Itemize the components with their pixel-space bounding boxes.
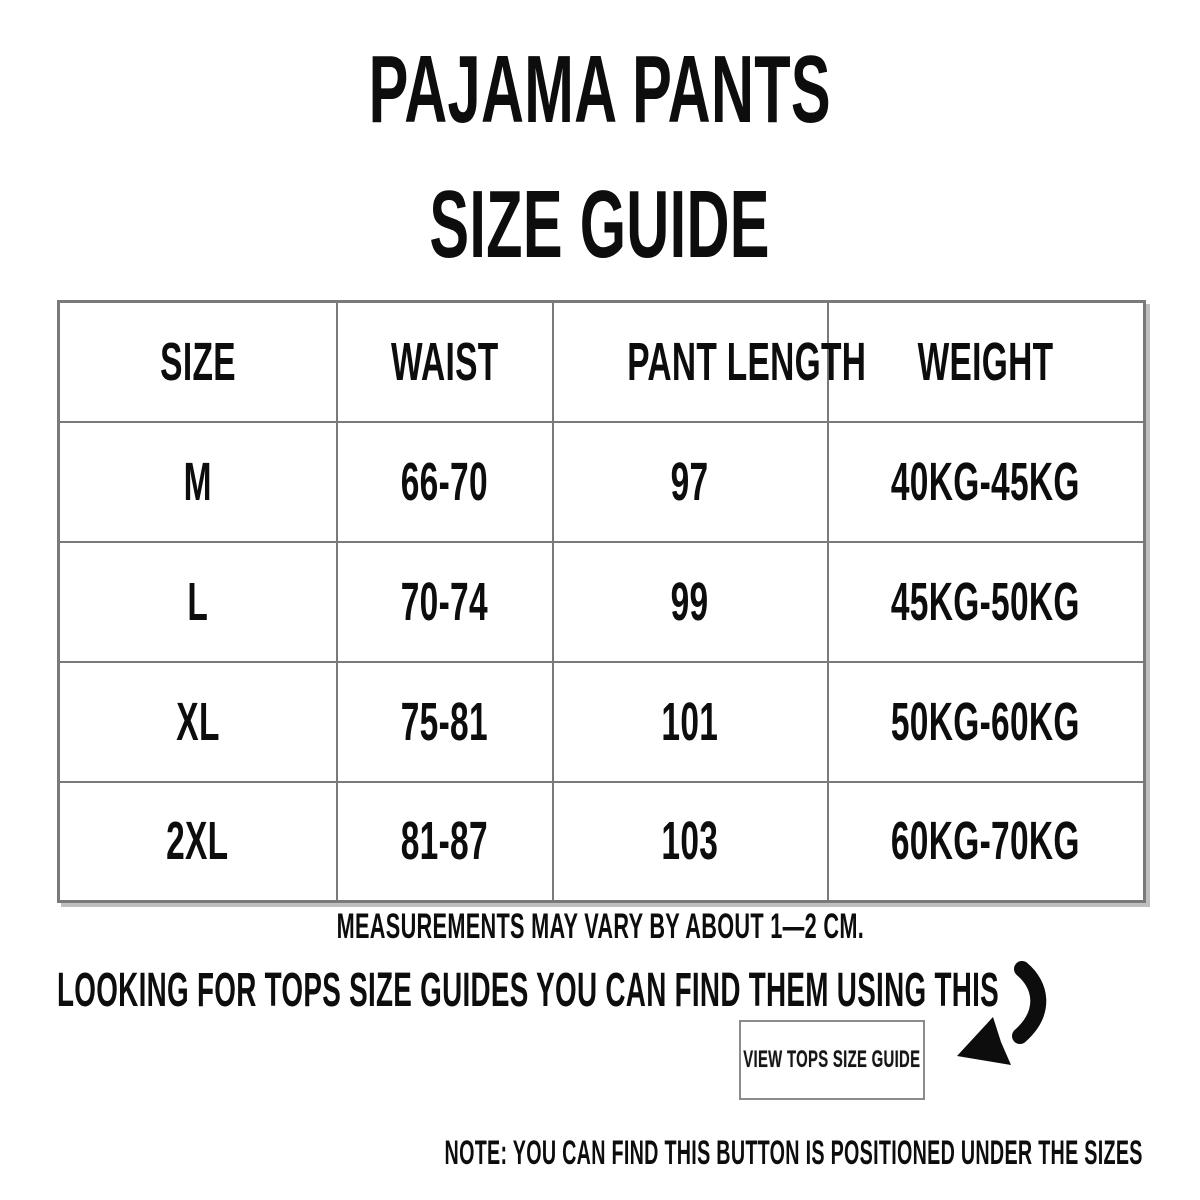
weight-cell: 60KG-70KG: [826, 780, 1146, 903]
page-title: PAJAMA PANTS: [0, 42, 1200, 138]
size-table: SIZE WAIST PANT LENGTH WEIGHT M 66-70 97…: [57, 300, 1146, 903]
table-row: 2XL 81-87 103 60KG-70KG: [57, 780, 1146, 903]
weight-value: 40KG-45KG: [891, 451, 1081, 512]
size-cell: 2XL: [57, 780, 338, 903]
table-row: L 70-74 99 45KG-50KG: [57, 540, 1146, 663]
waist-cell: 81-87: [335, 780, 554, 903]
pant-length-cell: 101: [551, 660, 829, 783]
table-row: XL 75-81 101 50KG-60KG: [57, 660, 1146, 783]
pant-length-value: 103: [661, 811, 719, 872]
table-row: M 66-70 97 40KG-45KG: [57, 420, 1146, 543]
waist-cell: 70-74: [335, 540, 554, 663]
pant-length-value: 101: [661, 691, 719, 752]
pant-length-cell: 97: [551, 420, 829, 543]
size-value: 2XL: [166, 811, 229, 872]
column-header-weight-label: WEIGHT: [917, 331, 1054, 392]
size-value: M: [183, 451, 212, 512]
size-cell: XL: [57, 660, 338, 783]
size-cell: L: [57, 540, 338, 663]
pant-length-cell: 99: [551, 540, 829, 663]
size-cell: M: [57, 420, 338, 543]
measurement-variance-note-text: MEASUREMENTS MAY VARY BY ABOUT 1—2 CM.: [336, 907, 864, 946]
weight-cell: 40KG-45KG: [826, 420, 1146, 543]
column-header-waist: WAIST: [335, 300, 554, 423]
page-subtitle: SIZE GUIDE: [0, 177, 1200, 273]
tops-size-guide-note-text: LOOKING FOR TOPS SIZE GUIDES YOU CAN FIN…: [57, 964, 1000, 1017]
weight-cell: 50KG-60KG: [826, 660, 1146, 783]
weight-value: 45KG-50KG: [891, 571, 1081, 632]
size-value: XL: [176, 691, 220, 752]
weight-value: 60KG-70KG: [891, 811, 1081, 872]
column-header-size-label: SIZE: [159, 331, 236, 392]
curved-arrow-down-left-icon: [957, 961, 1047, 1065]
waist-cell: 66-70: [335, 420, 554, 543]
column-header-pant-length-label: PANT LENGTH: [626, 331, 866, 392]
size-value: L: [187, 571, 209, 632]
waist-value: 66-70: [400, 451, 489, 512]
pant-length-cell: 103: [551, 780, 829, 903]
weight-cell: 45KG-50KG: [826, 540, 1146, 663]
waist-value: 75-81: [400, 691, 489, 752]
tops-size-guide-note: LOOKING FOR TOPS SIZE GUIDES YOU CAN FIN…: [57, 967, 1200, 1015]
pant-length-value: 97: [671, 451, 709, 512]
waist-value: 70-74: [400, 571, 489, 632]
waist-value: 81-87: [400, 811, 489, 872]
view-tops-size-guide-button[interactable]: VIEW TOPS SIZE GUIDE: [739, 1020, 925, 1100]
button-position-note-text: NOTE: YOU CAN FIND THIS BUTTON IS POSITI…: [444, 1134, 1143, 1172]
weight-value: 50KG-60KG: [891, 691, 1081, 752]
measurement-variance-note: MEASUREMENTS MAY VARY BY ABOUT 1—2 CM.: [0, 909, 1200, 944]
table-header-row: SIZE WAIST PANT LENGTH WEIGHT: [57, 300, 1146, 423]
view-tops-size-guide-button-label: VIEW TOPS SIZE GUIDE: [743, 1046, 921, 1073]
column-header-waist-label: WAIST: [390, 331, 499, 392]
page-subtitle-text: SIZE GUIDE: [429, 171, 771, 278]
waist-cell: 75-81: [335, 660, 554, 783]
page-title-text: PAJAMA PANTS: [368, 36, 832, 143]
pant-length-value: 99: [671, 571, 709, 632]
column-header-weight: WEIGHT: [826, 300, 1146, 423]
column-header-pant-length: PANT LENGTH: [551, 300, 865, 423]
column-header-size: SIZE: [57, 300, 338, 423]
button-position-note: NOTE: YOU CAN FIND THIS BUTTON IS POSITI…: [0, 1136, 1143, 1170]
